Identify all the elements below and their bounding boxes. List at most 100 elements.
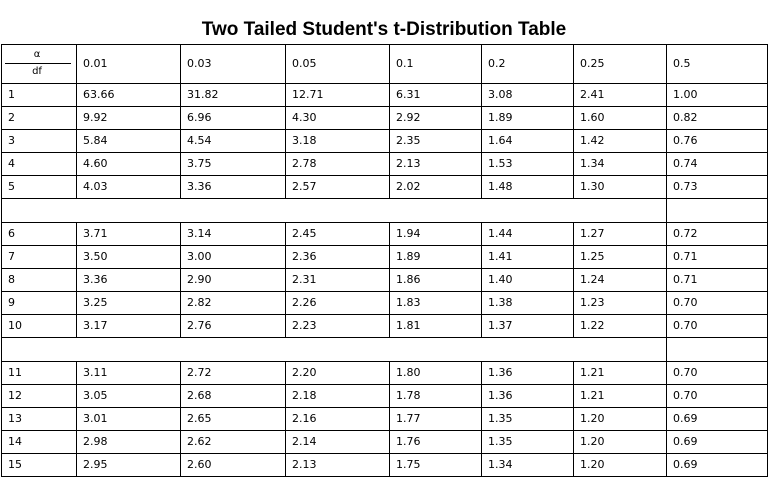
value-cell: 3.01 (76, 407, 181, 431)
page-title: Two Tailed Student's t-Distribution Tabl… (201, 19, 567, 40)
alpha-header: 0.25 (573, 44, 667, 84)
alpha-header: 0.03 (180, 44, 286, 84)
value-cell: 4.54 (180, 129, 286, 153)
df-cell: 11 (1, 361, 77, 385)
value-cell: 1.20 (573, 453, 667, 477)
value-cell: 5.84 (76, 129, 181, 153)
value-cell: 2.76 (180, 314, 286, 338)
value-cell: 2.82 (180, 291, 286, 315)
table-row: 4 4.60 3.75 2.78 2.13 1.53 1.34 0.74 (1, 152, 768, 176)
value-cell: 2.13 (389, 152, 482, 176)
df-cell: 6 (1, 222, 77, 246)
alpha-label: α (33, 49, 41, 60)
value-cell: 6.96 (180, 106, 286, 130)
alpha-header: 0.5 (666, 44, 768, 84)
value-cell: 0.76 (666, 129, 768, 153)
alpha-header: 0.01 (76, 44, 181, 84)
df-label: df (32, 66, 42, 77)
value-cell: 3.17 (76, 314, 181, 338)
value-cell: 1.36 (481, 361, 574, 385)
value-cell: 2.68 (180, 384, 286, 408)
value-cell: 2.14 (285, 430, 390, 454)
value-cell: 1.40 (481, 268, 574, 292)
value-cell: 2.78 (285, 152, 390, 176)
df-cell: 7 (1, 245, 77, 269)
value-cell: 63.66 (76, 83, 181, 107)
value-cell: 3.25 (76, 291, 181, 315)
spacer-row (1, 198, 768, 223)
value-cell: 2.20 (285, 361, 390, 385)
value-cell: 3.71 (76, 222, 181, 246)
value-cell: 1.21 (573, 361, 667, 385)
value-cell: 1.53 (481, 152, 574, 176)
table-row: 9 3.25 2.82 2.26 1.83 1.38 1.23 0.70 (1, 291, 768, 315)
df-cell: 14 (1, 430, 77, 454)
value-cell: 1.37 (481, 314, 574, 338)
value-cell: 1.23 (573, 291, 667, 315)
value-cell: 1.20 (573, 430, 667, 454)
table-row: 15 2.95 2.60 2.13 1.75 1.34 1.20 0.69 (1, 453, 768, 477)
value-cell: 1.94 (389, 222, 482, 246)
df-cell: 10 (1, 314, 77, 338)
value-cell: 1.25 (573, 245, 667, 269)
value-cell: 2.92 (389, 106, 482, 130)
value-cell: 1.27 (573, 222, 667, 246)
value-cell: 1.38 (481, 291, 574, 315)
table-row: 11 3.11 2.72 2.20 1.80 1.36 1.21 0.70 (1, 361, 768, 385)
value-cell: 2.60 (180, 453, 286, 477)
df-cell: 5 (1, 175, 77, 199)
value-cell: 1.89 (389, 245, 482, 269)
value-cell: 0.74 (666, 152, 768, 176)
value-cell: 4.03 (76, 175, 181, 199)
alpha-header: 0.2 (481, 44, 574, 84)
value-cell: 2.13 (285, 453, 390, 477)
value-cell: 3.00 (180, 245, 286, 269)
value-cell: 1.36 (481, 384, 574, 408)
value-cell: 2.41 (573, 83, 667, 107)
value-cell: 3.14 (180, 222, 286, 246)
corner-divider (5, 63, 71, 64)
value-cell: 0.69 (666, 453, 768, 477)
value-cell: 0.71 (666, 268, 768, 292)
value-cell: 0.73 (666, 175, 768, 199)
table-row: 8 3.36 2.90 2.31 1.86 1.40 1.24 0.71 (1, 268, 768, 292)
value-cell: 2.62 (180, 430, 286, 454)
value-cell: 1.34 (481, 453, 574, 477)
value-cell: 1.64 (481, 129, 574, 153)
value-cell: 9.92 (76, 106, 181, 130)
value-cell: 1.20 (573, 407, 667, 431)
value-cell: 1.76 (389, 430, 482, 454)
table-row: 2 9.92 6.96 4.30 2.92 1.89 1.60 0.82 (1, 106, 768, 130)
table-row: 14 2.98 2.62 2.14 1.76 1.35 1.20 0.69 (1, 430, 768, 454)
value-cell: 2.31 (285, 268, 390, 292)
table-row: 6 3.71 3.14 2.45 1.94 1.44 1.27 0.72 (1, 222, 768, 246)
df-cell: 12 (1, 384, 77, 408)
value-cell: 1.30 (573, 175, 667, 199)
value-cell: 3.08 (481, 83, 574, 107)
value-cell: 3.75 (180, 152, 286, 176)
value-cell: 31.82 (180, 83, 286, 107)
value-cell: 4.60 (76, 152, 181, 176)
table-row: 1 63.66 31.82 12.71 6.31 3.08 2.41 1.00 (1, 83, 768, 107)
value-cell: 3.05 (76, 384, 181, 408)
df-cell: 13 (1, 407, 77, 431)
df-cell: 15 (1, 453, 77, 477)
value-cell: 2.02 (389, 175, 482, 199)
value-cell: 3.36 (76, 268, 181, 292)
value-cell: 2.36 (285, 245, 390, 269)
value-cell: 1.44 (481, 222, 574, 246)
value-cell: 1.86 (389, 268, 482, 292)
value-cell: 1.35 (481, 430, 574, 454)
value-cell: 0.69 (666, 407, 768, 431)
value-cell: 2.72 (180, 361, 286, 385)
df-cell: 3 (1, 129, 77, 153)
value-cell: 1.22 (573, 314, 667, 338)
corner-cell: α df (1, 44, 77, 84)
value-cell: 6.31 (389, 83, 482, 107)
table-row: 5 4.03 3.36 2.57 2.02 1.48 1.30 0.73 (1, 175, 768, 199)
header-row: α df 0.01 0.03 0.05 0.1 0.2 0.25 0.5 (1, 44, 768, 84)
value-cell: 1.24 (573, 268, 667, 292)
spacer-cell (1, 198, 667, 223)
value-cell: 2.35 (389, 129, 482, 153)
table-body: α df 0.01 0.03 0.05 0.1 0.2 0.25 0.5 1 63… (1, 44, 768, 477)
